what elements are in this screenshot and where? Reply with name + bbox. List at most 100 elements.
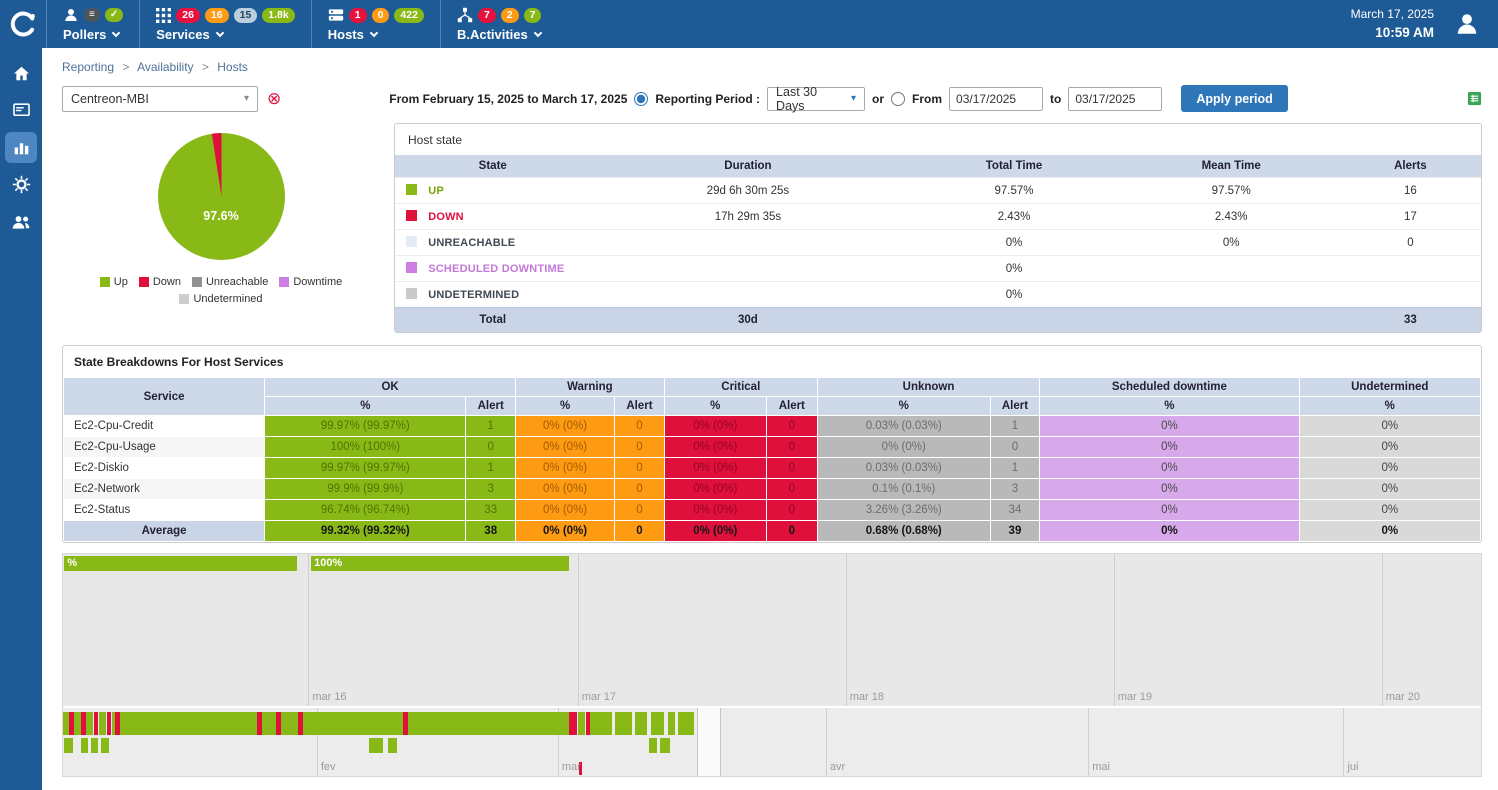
ok-pct-cell: 99.97% (99.97%)	[265, 458, 466, 479]
col-ok-alert: Alert	[466, 397, 516, 416]
nav-pollers[interactable]: ≡ ✓ Pollers	[46, 0, 139, 48]
period-summary: From February 15, 2025 to March 17, 2025	[389, 92, 627, 106]
bactivities-label: B.Activities	[457, 27, 528, 42]
reporting-bar-chart-icon	[13, 139, 30, 156]
reporting-period-radio[interactable]	[634, 92, 648, 106]
hosts-status-badge[interactable]: 1	[349, 8, 367, 23]
legend-label: Undetermined	[193, 293, 262, 305]
hosts-status-badge[interactable]: 422	[394, 8, 424, 23]
service-name-cell: Ec2-Diskio	[64, 458, 265, 479]
user-icon[interactable]	[1454, 11, 1480, 37]
sidebar-item-configuration[interactable]	[5, 169, 37, 200]
total-time-cell: 0%	[905, 256, 1122, 282]
breadcrumb-separator: >	[202, 60, 209, 74]
chevron-down-icon	[534, 28, 542, 36]
alerts-cell	[1340, 282, 1481, 308]
state-cell: UNREACHABLE	[395, 230, 590, 256]
gear-icon	[12, 175, 31, 194]
services-status-badge[interactable]: 1.8k	[262, 8, 294, 23]
host-state-row: UNREACHABLE 0% 0% 0	[395, 230, 1481, 256]
state-swatch	[406, 288, 417, 299]
people-icon	[11, 212, 31, 232]
host-state-panel: Host state State Duration Total Time Mea…	[394, 123, 1482, 333]
col-critical-alert: Alert	[766, 397, 817, 416]
centreon-logo[interactable]	[0, 0, 46, 48]
export-csv-icon[interactable]	[1467, 91, 1482, 106]
avg-ok-pct-cell: 99.32% (99.32%)	[265, 521, 466, 542]
col-unknown-alert: Alert	[990, 397, 1040, 416]
ok-pct-cell: 99.97% (99.97%)	[265, 416, 466, 437]
avg-scheduled-pct-cell: 0%	[1040, 521, 1299, 542]
nav-bactivities[interactable]: 7 2 7 B.Activities	[440, 0, 558, 48]
col-ok-pct: %	[265, 397, 466, 416]
col-critical-pct: %	[664, 397, 766, 416]
ok-alert-cell: 33	[466, 500, 516, 521]
total-time-cell: 2.43%	[905, 204, 1122, 230]
critical-pct-cell: 0% (0%)	[664, 479, 766, 500]
breadcrumb-hosts[interactable]: Hosts	[217, 60, 248, 74]
total-time-cell: 97.57%	[905, 178, 1122, 204]
service-name-cell: Ec2-Cpu-Usage	[64, 437, 265, 458]
service-breakdown-row: Ec2-Network 99.9% (99.9%) 3 0% (0%) 0 0%…	[64, 479, 1481, 500]
scheduled-pct-cell: 0%	[1040, 479, 1299, 500]
host-select[interactable]: Centreon-MBI ▾	[62, 86, 258, 112]
service-breakdown-table: Service OK Warning Critical Unknown Sche…	[63, 377, 1481, 542]
nav-services[interactable]: 26 16 15 1.8k Services	[139, 0, 311, 48]
sidebar-item-home[interactable]	[5, 58, 37, 89]
alerts-cell: 16	[1340, 178, 1481, 204]
current-time: 10:59 AM	[1351, 23, 1434, 43]
total-duration-cell: 30d	[590, 308, 905, 333]
caret-down-icon: ▾	[244, 93, 249, 104]
breadcrumb-separator: >	[122, 60, 129, 74]
services-status-badge[interactable]: 15	[234, 8, 258, 23]
timeline-overview-chart[interactable]: fevmaravrmaijui	[63, 708, 1481, 776]
col-unknown-pct: %	[817, 397, 990, 416]
period-select[interactable]: Last 30 Days ▾	[767, 87, 865, 111]
warning-alert-cell: 0	[615, 500, 665, 521]
legend-label: Up	[114, 276, 128, 288]
poller-status-chip[interactable]: ✓	[105, 8, 123, 22]
sidebar-item-monitoring[interactable]	[5, 95, 37, 126]
poller-status-chip[interactable]: ≡	[84, 8, 100, 22]
service-breakdown-row: Ec2-Cpu-Usage 100% (100%) 0 0% (0%) 0 0%…	[64, 437, 1481, 458]
unknown-pct-cell: 0.1% (0.1%)	[817, 479, 990, 500]
ok-pct-cell: 96.74% (96.74%)	[265, 500, 466, 521]
bactivities-status-badge[interactable]: 7	[524, 8, 542, 23]
breadcrumb-availability[interactable]: Availability	[137, 60, 193, 74]
hosts-icon	[328, 7, 344, 23]
services-status-badge[interactable]: 26	[176, 8, 200, 23]
reporting-period-label: Reporting Period :	[655, 92, 760, 106]
scheduled-pct-cell: 0%	[1040, 458, 1299, 479]
critical-alert-cell: 0	[766, 416, 817, 437]
bactivities-status-badge[interactable]: 2	[501, 8, 519, 23]
chevron-down-icon	[215, 28, 223, 36]
timeline-top-chart[interactable]: %100%mar 16mar 17mar 18mar 19mar 20	[63, 554, 1481, 708]
current-date: March 17, 2025	[1351, 5, 1434, 23]
col-service: Service	[64, 378, 265, 416]
availability-timeline-panel: %100%mar 16mar 17mar 18mar 19mar 20 fevm…	[62, 553, 1482, 777]
clear-selection-icon[interactable]: ⊗	[267, 90, 281, 107]
nav-hosts[interactable]: 1 0 422 Hosts	[311, 0, 440, 48]
state-cell: DOWN	[395, 204, 590, 230]
col-alerts: Alerts	[1340, 155, 1481, 178]
sidebar-item-administration[interactable]	[5, 206, 37, 237]
services-status-badge[interactable]: 16	[205, 8, 229, 23]
bactivities-status-badge[interactable]: 7	[478, 8, 496, 23]
from-date-input[interactable]	[949, 87, 1043, 111]
mean-time-cell	[1123, 256, 1340, 282]
alerts-cell: 0	[1340, 230, 1481, 256]
sidebar-item-reporting[interactable]	[5, 132, 37, 163]
col-scheduled-downtime: Scheduled downtime	[1040, 378, 1299, 397]
state-cell: SCHEDULED DOWNTIME	[395, 256, 590, 282]
unknown-pct-cell: 0.03% (0.03%)	[817, 458, 990, 479]
host-state-row: UNDETERMINED 0%	[395, 282, 1481, 308]
to-date-input[interactable]	[1068, 87, 1162, 111]
centreon-logo-icon	[9, 10, 37, 38]
warning-alert-cell: 0	[615, 479, 665, 500]
undetermined-pct-cell: 0%	[1299, 500, 1480, 521]
custom-period-radio[interactable]	[891, 92, 905, 106]
breadcrumb-reporting[interactable]: Reporting	[62, 60, 114, 74]
apply-period-button[interactable]: Apply period	[1181, 85, 1287, 112]
hosts-status-badge[interactable]: 0	[372, 8, 390, 23]
period-controls: From February 15, 2025 to March 17, 2025…	[389, 85, 1288, 112]
